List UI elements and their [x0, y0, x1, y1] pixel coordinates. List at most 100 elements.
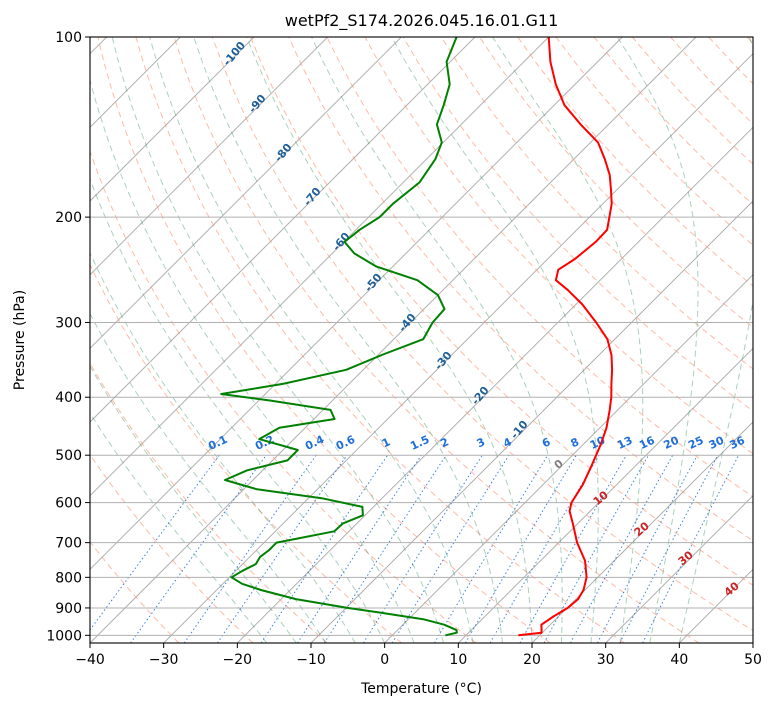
y-axis: 100 200 300 400 500 600 700 800 900 1000 — [46, 30, 90, 644]
dry-adiabat — [90, 263, 403, 643]
moist-adiabat-label: 10 — [591, 488, 611, 508]
moist-adiabat-label: 30 — [676, 548, 696, 568]
isotherm-line — [531, 421, 753, 643]
y-tick-label: 700 — [55, 536, 82, 552]
dry-adiabat-label: -10 — [508, 418, 531, 442]
moist-adiabat — [311, 37, 563, 643]
dry-adiabat-label: -90 — [246, 92, 269, 116]
moist-adiabat — [678, 37, 753, 643]
mixing-ratio-line — [323, 454, 447, 643]
dry-adiabat — [97, 37, 551, 643]
temperature-profile — [518, 37, 614, 637]
moist-adiabat — [111, 37, 445, 643]
mixing-ratio-line — [619, 454, 719, 643]
chart-title: wetPf2_S174.2026.045.16.01.G11 — [285, 11, 559, 31]
moist-adiabat — [90, 365, 297, 643]
moist-adiabats — [90, 37, 753, 643]
moist-adiabat — [616, 37, 699, 643]
isotherm-line — [752, 642, 753, 643]
dry-adiabat — [135, 37, 625, 643]
x-tick-label: 40 — [670, 652, 688, 668]
x-tick-label: 0 — [380, 652, 389, 668]
mixing-ratio-line — [489, 454, 600, 643]
moist-adiabat — [492, 37, 644, 643]
isotherm-line — [90, 37, 550, 497]
isotherm-line — [90, 37, 329, 276]
moist-adiabat — [90, 251, 356, 643]
isotherm-line — [310, 200, 753, 643]
moist-adiabat — [391, 37, 599, 643]
mixing-ratio-label: 25 — [686, 434, 705, 452]
dry-adiabat-label: -40 — [396, 311, 419, 335]
dry-adiabat-label: -20 — [469, 384, 492, 408]
moist-adiabat — [193, 37, 503, 643]
mixing-ratio-label: 30 — [707, 434, 727, 452]
mixing-ratio-line — [260, 454, 389, 643]
dry-adiabat-label: -60 — [330, 230, 353, 254]
x-axis-label: Temperature (°C) — [360, 681, 482, 697]
dry-adiabat — [90, 453, 254, 643]
moist-adiabat-label: 20 — [632, 519, 652, 539]
dry-adiabat — [173, 37, 700, 643]
dry-adiabat — [90, 362, 328, 643]
x-tick-label: −40 — [75, 652, 105, 668]
dry-adiabat — [708, 37, 753, 85]
mixing-ratio-label: 1.5 — [408, 433, 431, 453]
mixing-ratio-label: 36 — [728, 434, 748, 452]
dry-adiabat — [326, 37, 753, 498]
isotherm-line — [236, 126, 753, 643]
isotherm-line — [163, 52, 753, 643]
x-tick-label: 30 — [597, 652, 615, 668]
x-axis: −40 −30 −20 −10 0 10 20 30 40 50 — [75, 643, 762, 668]
dry-adiabat-label: -80 — [272, 141, 295, 165]
isotherm-line — [605, 494, 753, 643]
y-tick-label: 200 — [55, 210, 82, 226]
isotherm-line — [678, 568, 753, 643]
y-tick-label: 900 — [55, 601, 82, 617]
x-tick-label: 20 — [523, 652, 541, 668]
isotherm-line — [90, 37, 697, 643]
dry-adiabat — [402, 37, 753, 412]
background-labels: -100-90-80-70-60-50-40-30-20-10010203040… — [206, 39, 747, 599]
dry-adiabat-label: -70 — [301, 185, 324, 209]
mixing-ratio-label: 0.4 — [303, 433, 326, 453]
y-tick-label: 800 — [55, 570, 82, 586]
isotherm-line — [457, 347, 753, 643]
mixing-ratio-label: 13 — [615, 434, 634, 452]
dry-adiabat — [250, 37, 753, 586]
mixing-ratio-line — [362, 454, 483, 643]
x-tick-label: −30 — [149, 652, 179, 668]
isotherm-line — [384, 273, 753, 643]
plot-frame — [89, 36, 754, 644]
isotherm-line — [90, 37, 255, 202]
mixing-ratio-line — [569, 454, 674, 643]
dry-adiabat — [479, 37, 753, 328]
mixing-ratio-line — [596, 454, 698, 643]
moist-adiabat — [90, 78, 415, 643]
mixing-ratio-line — [90, 454, 220, 631]
x-tick-label: 10 — [449, 652, 467, 668]
mixing-ratio-line — [183, 454, 317, 643]
dewpoint-profile — [220, 37, 458, 637]
dry-adiabat — [90, 149, 477, 643]
mixing-ratio-label: 16 — [637, 434, 657, 452]
dry-adiabat-label: -100 — [220, 39, 248, 69]
mixing-ratio-line — [433, 454, 549, 643]
mixing-ratio-line — [130, 454, 267, 643]
dry-adiabat — [364, 37, 753, 455]
isotherm-line — [90, 37, 623, 571]
y-axis-label: Pressure (hPa) — [12, 290, 28, 390]
moist-adiabat — [90, 177, 386, 643]
y-tick-label: 300 — [55, 315, 82, 331]
profiles — [220, 37, 614, 637]
mixing-ratio-line — [642, 454, 740, 643]
mixing-ratio-label: 0.6 — [334, 433, 357, 453]
dry-adiabat — [746, 37, 753, 45]
mixing-ratio-label: 0.1 — [206, 433, 229, 453]
dry-adiabat — [288, 37, 753, 542]
isotherm-line — [90, 37, 476, 423]
isotherms — [90, 37, 753, 643]
isotherm-line — [90, 37, 402, 350]
dry-adiabat — [517, 37, 753, 287]
mixing-ratio-line — [464, 454, 577, 643]
